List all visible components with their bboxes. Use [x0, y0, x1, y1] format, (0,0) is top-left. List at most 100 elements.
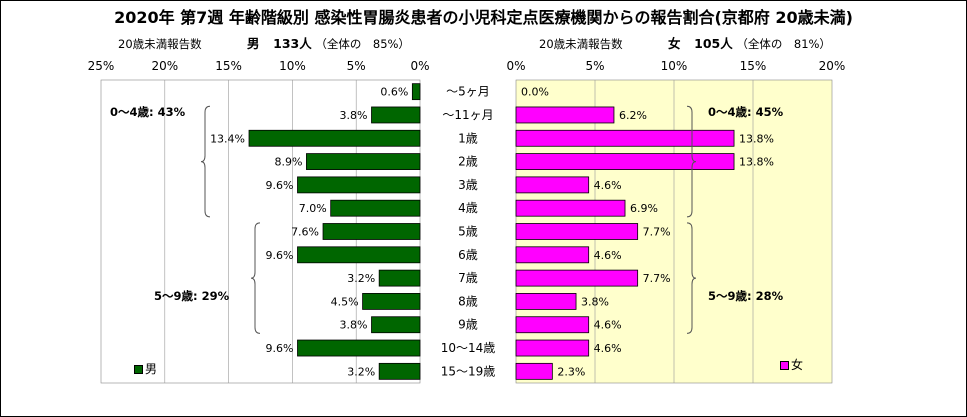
female-value-label: 7.7%	[643, 272, 671, 285]
male-x-tick-label: 25%	[88, 59, 115, 73]
female-group-label-0-4: 0～4歳: 45%	[708, 105, 784, 119]
female-x-tick-label: 5%	[585, 59, 604, 73]
female-bar	[515, 129, 735, 147]
male-bar	[411, 83, 421, 101]
female-x-tick-label: 15%	[740, 59, 767, 73]
male-value-label: 3.2%	[347, 365, 375, 378]
female-value-label: 6.2%	[619, 109, 647, 122]
male-bar	[378, 362, 421, 380]
female-x-tick-label: 10%	[661, 59, 688, 73]
male-brace-0-4	[200, 105, 211, 218]
female-value-label: 7.7%	[643, 226, 671, 239]
male-x-tick-label: 0%	[410, 59, 429, 73]
female-value-label: 4.6%	[594, 319, 622, 332]
female-legend: 女	[780, 356, 803, 373]
male-bar	[248, 129, 421, 147]
female-value-label: 4.6%	[594, 179, 622, 192]
male-value-label: 9.6%	[266, 342, 294, 355]
male-value-label: 3.2%	[347, 272, 375, 285]
female-value-label: 13.8%	[739, 132, 774, 145]
female-bar	[515, 246, 590, 264]
category-label: 15～19歳	[441, 364, 496, 378]
male-value-label: 13.4%	[210, 132, 245, 145]
male-group-label-0-4: 0～4歳: 43%	[110, 105, 186, 119]
female-value-label: 13.8%	[739, 156, 774, 169]
female-brace-5-9	[686, 222, 697, 334]
female-sex-label: 女	[667, 36, 681, 51]
male-count-label: 20歳未満報告数	[118, 37, 202, 51]
category-label: ～5ヶ月	[446, 85, 490, 99]
male-bar	[297, 176, 421, 194]
female-x-tick-label: 0%	[506, 59, 525, 73]
male-legend-swatch	[134, 365, 143, 374]
male-brace-5-9	[250, 222, 261, 334]
male-legend: 男	[134, 360, 157, 377]
male-count: 133人	[273, 36, 312, 51]
female-bar	[515, 106, 615, 124]
male-share: （全体の 85%）	[315, 37, 410, 51]
chart-title: 2020年 第7週 年齢階級別 感染性胃腸炎患者の小児科定点医療機関からの報告割…	[114, 8, 853, 27]
male-value-label: 4.5%	[331, 295, 359, 308]
male-bar	[371, 106, 421, 124]
male-header: 20歳未満報告数 男 133人 （全体の 85%）	[118, 33, 410, 52]
female-x-tick-label: 20%	[819, 59, 846, 73]
category-label: 7歳	[458, 271, 478, 285]
female-bar	[515, 339, 590, 357]
male-x-tick-label: 10%	[279, 59, 306, 73]
male-bar	[362, 293, 421, 310]
category-label: 6歳	[458, 248, 478, 262]
male-bar	[306, 153, 421, 170]
male-legend-label: 男	[145, 362, 158, 376]
category-label: 9歳	[458, 318, 478, 332]
female-bar	[515, 153, 735, 170]
female-count: 105人	[694, 36, 733, 51]
female-share: （全体の 81%）	[736, 37, 831, 51]
category-label: 3歳	[458, 178, 478, 192]
female-bar	[515, 176, 590, 194]
female-bar	[515, 223, 639, 240]
category-label: 5歳	[458, 225, 478, 239]
male-bar	[330, 199, 421, 217]
female-value-label: 3.8%	[581, 295, 609, 308]
male-bar	[371, 316, 421, 334]
category-label: 4歳	[458, 201, 478, 215]
female-brace-0-4	[686, 105, 697, 218]
category-label: 1歳	[458, 131, 478, 145]
female-bar	[515, 316, 590, 334]
female-count-label: 20歳未満報告数	[539, 37, 623, 51]
female-bar	[515, 199, 626, 217]
female-bar	[515, 269, 639, 287]
male-value-label: 7.0%	[299, 202, 327, 215]
female-bar	[515, 362, 553, 380]
male-value-label: 0.6%	[380, 86, 408, 99]
male-bar	[322, 223, 421, 240]
female-value-label: 0.0%	[521, 86, 549, 99]
female-value-label: 4.6%	[594, 342, 622, 355]
male-x-tick-label: 20%	[151, 59, 178, 73]
male-bar	[378, 269, 421, 287]
category-label: 10～14歳	[441, 341, 496, 355]
male-value-label: 9.6%	[266, 179, 294, 192]
female-legend-label: 女	[791, 358, 804, 372]
category-label: 8歳	[458, 294, 478, 308]
category-label: ～11ヶ月	[442, 108, 493, 122]
female-group-label-5-9: 5～9歳: 28%	[708, 289, 784, 303]
male-bar	[297, 339, 421, 357]
female-value-label: 6.9%	[630, 202, 658, 215]
male-sex-label: 男	[246, 36, 260, 51]
category-label: 2歳	[458, 155, 478, 169]
male-group-label-5-9: 5～9歳: 29%	[154, 289, 230, 303]
male-value-label: 3.8%	[340, 319, 368, 332]
male-x-tick-label: 5%	[347, 59, 366, 73]
female-value-label: 4.6%	[594, 249, 622, 262]
female-value-label: 2.3%	[557, 365, 585, 378]
female-legend-swatch	[780, 361, 789, 370]
male-value-label: 3.8%	[340, 109, 368, 122]
male-value-label: 7.6%	[291, 226, 319, 239]
male-bar	[297, 246, 421, 264]
male-x-tick-label: 15%	[215, 59, 242, 73]
female-bar	[515, 293, 577, 310]
male-value-label: 9.6%	[266, 249, 294, 262]
female-header: 20歳未満報告数 女 105人 （全体の 81%）	[539, 33, 831, 52]
